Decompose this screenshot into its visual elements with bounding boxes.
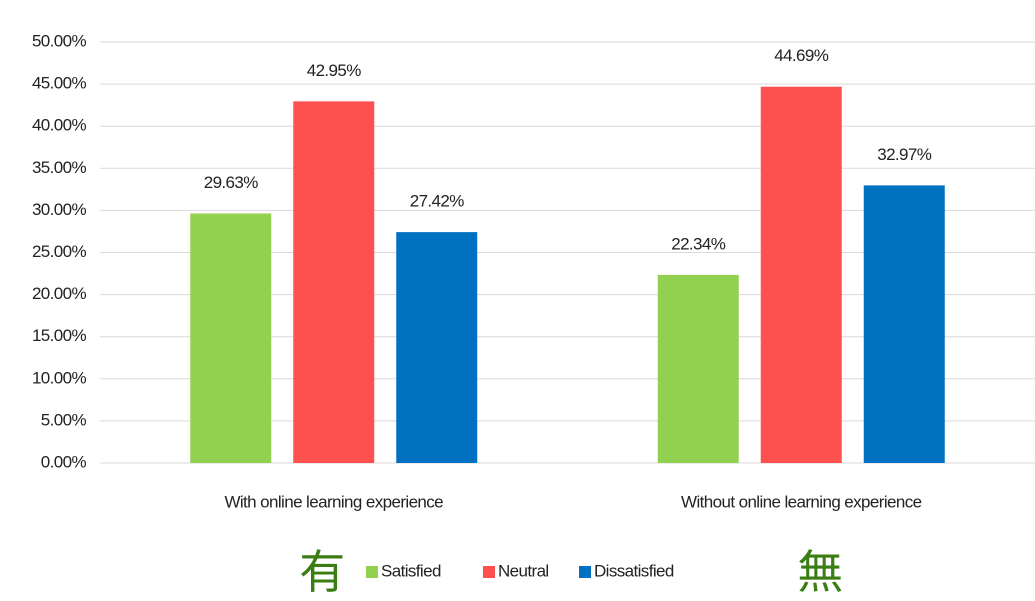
legend-swatch [483,566,495,578]
bar [760,86,842,463]
legend-label: Satisfied [381,561,441,580]
annotation: 有 [299,546,344,598]
y-tick-label: 30.00% [32,200,87,219]
data-label: 42.95% [307,61,362,80]
legend-label: Neutral [498,561,549,580]
legend-label: Dissatisfied [594,561,674,580]
data-label: 22.34% [671,234,726,253]
bar [293,101,375,464]
y-tick-label: 15.00% [32,326,87,345]
annotation: 無 [797,546,842,598]
x-tick-label: With online learning experience [224,492,443,511]
y-tick-label: 40.00% [32,116,87,135]
y-tick-label: 25.00% [32,242,87,261]
y-tick-label: 0.00% [41,452,87,471]
bar [190,213,272,463]
y-tick-label: 10.00% [32,368,87,387]
data-label: 32.97% [877,145,932,164]
y-tick-label: 35.00% [32,158,87,177]
bar [863,185,945,464]
y-tick-label: 50.00% [32,31,87,50]
legend-swatch [366,566,378,578]
data-label: 29.63% [204,173,259,192]
data-label: 44.69% [774,46,829,65]
legend-swatch [579,566,591,578]
y-tick-label: 20.00% [32,284,87,303]
y-tick-label: 5.00% [41,410,87,429]
bar [657,274,739,463]
bar [396,232,478,463]
y-tick-label: 45.00% [32,74,87,93]
data-label: 27.42% [410,192,465,211]
x-tick-label: Without online learning experience [681,492,922,511]
